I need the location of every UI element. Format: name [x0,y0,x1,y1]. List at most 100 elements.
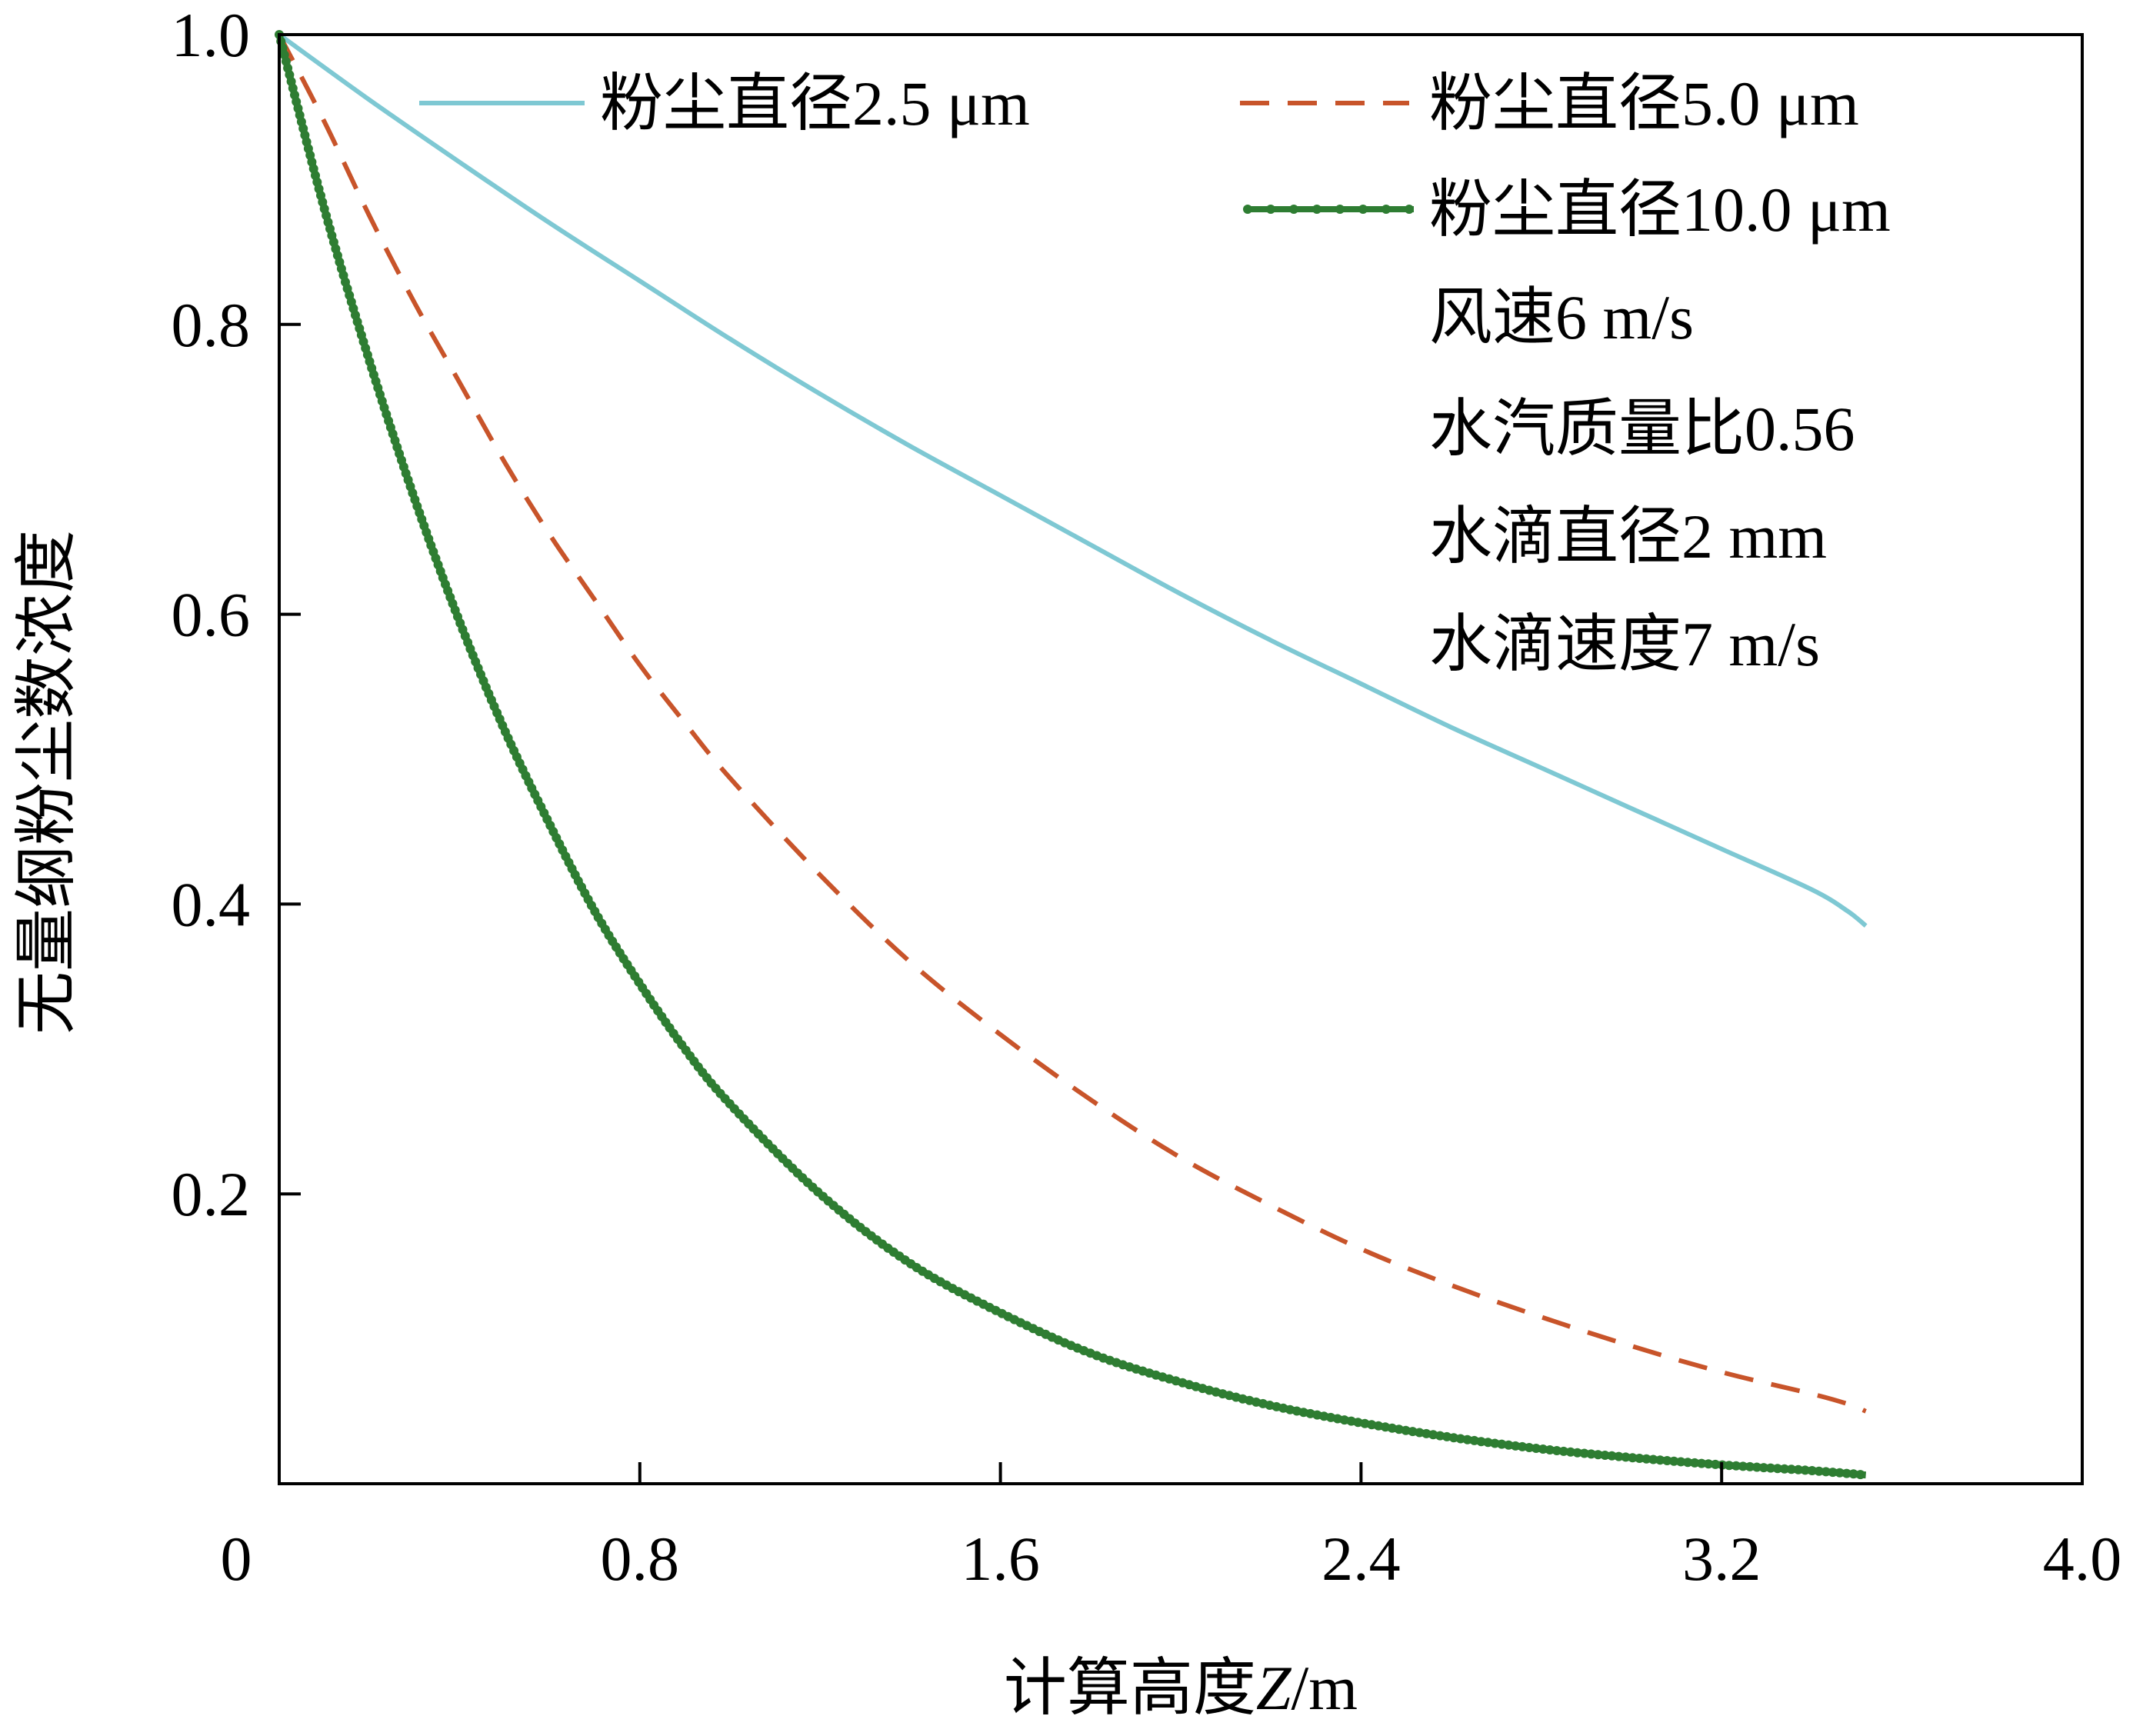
series-marker [1558,1446,1568,1456]
axis-ticks [279,322,1724,1484]
series-marker [1428,1430,1438,1440]
series-marker [1455,1434,1465,1444]
series-marker [1332,1414,1342,1424]
series-marker [1758,1463,1768,1473]
x-axis-label-prefix: 计算高度 [1004,1653,1256,1723]
series-marker [1435,1431,1445,1441]
series-marker [1738,1461,1748,1471]
series-marker [1538,1444,1548,1454]
series-marker [1442,1431,1451,1441]
x-axis-label: 计算高度Z/m [1004,1653,1358,1723]
condition-note: 水滴直径2 mm [1429,501,1827,571]
series-marker [1305,1408,1315,1418]
legend-marker [1266,205,1275,214]
series-marker [1745,1461,1755,1471]
series-marker [1607,1451,1617,1461]
legend-label-2: 粉尘直径5.0 μm [1429,68,1859,138]
series-marker [1711,1459,1721,1469]
legend-marker [1312,205,1321,214]
x-axis-label-var: Z [1256,1653,1292,1723]
series-marker [1662,1456,1672,1465]
x-tick-label: 1.6 [961,1524,1040,1594]
x-tick-label: 0.8 [601,1524,680,1594]
condition-note: 水汽质量比0.56 [1429,394,1855,464]
series-marker [1565,1447,1575,1457]
series-marker [1848,1469,1858,1479]
series-marker [1415,1428,1425,1438]
series-marker [1855,1470,1865,1480]
series-marker [1828,1468,1838,1478]
series-marker [1635,1454,1645,1463]
series-marker [1531,1444,1541,1453]
series-marker [1704,1459,1714,1469]
series-marker [1572,1448,1582,1458]
series-marker [1511,1441,1521,1451]
series-marker [1518,1441,1528,1451]
series-marker [1779,1464,1789,1474]
condition-notes: 风速6 m/s 水汽质量比0.56 水滴直径2 mm 水滴速度7 m/s [1429,282,1855,679]
x-tick-label: 0 [221,1524,252,1594]
legend-marker [1243,205,1252,214]
x-tick-label: 4.0 [2043,1524,2122,1594]
condition-note: 水滴速度7 m/s [1429,609,1820,679]
series-marker [1752,1462,1761,1472]
series-marker [1793,1464,1803,1474]
series-marker [1628,1453,1638,1463]
axis-tick-labels: 0 0.8 1.6 2.4 3.2 4.0 0.2 0.4 0.6 0.8 1.0 [172,0,2122,1594]
series-marker [1579,1448,1589,1458]
series-marker [1725,1461,1734,1471]
legend-marker [1405,205,1414,214]
legend-marker [1335,205,1345,214]
series-marker [1621,1452,1631,1462]
series-marker [1504,1440,1514,1450]
series-line-1 [278,32,1868,928]
series-marker [1476,1437,1486,1447]
series-marker [1353,1418,1363,1428]
y-axis-label: 无量纲粉尘数浓度 [12,530,82,1035]
series-marker [1772,1464,1782,1474]
series-marker [1731,1461,1741,1471]
series-marker [1835,1468,1845,1478]
series-marker [1786,1464,1796,1474]
series-marker [1408,1427,1418,1437]
series-marker [1551,1446,1561,1455]
y-tick-label: 0.4 [172,869,251,939]
series-marker [1525,1443,1535,1452]
series-marker [1655,1455,1665,1465]
plot-frame [278,33,2084,1485]
legend-marker [1289,205,1298,214]
x-tick-label: 2.4 [1321,1524,1401,1594]
x-tick-label: 3.2 [1682,1524,1761,1594]
series-marker [1600,1451,1610,1460]
series-marker [1765,1463,1775,1473]
legend-marker [1381,205,1391,214]
series-marker [1821,1467,1831,1477]
series-marker [1676,1457,1686,1467]
series-marker [1374,1421,1384,1431]
legend: 粉尘直径2.5 μm 粉尘直径5.0 μm 粉尘直径10.0 μm [419,68,1891,245]
series-marker [1800,1465,1810,1475]
series-marker [1648,1454,1658,1464]
series-line-2 [277,33,1867,1414]
y-tick-label: 0.6 [172,580,251,650]
y-tick-label: 1.0 [172,0,251,70]
series-marker [1469,1435,1479,1445]
series-marker [1387,1423,1397,1433]
series-marker [1586,1449,1596,1459]
plot-curves [275,30,1868,1480]
series-marker [1697,1458,1707,1468]
legend-label-3: 粉尘直径10.0 μm [1429,175,1891,245]
series-marker [1545,1445,1555,1454]
series-marker [1339,1415,1349,1425]
y-tick-label: 0.2 [172,1159,251,1229]
legend-marker [1358,205,1368,214]
series-marker [1814,1466,1824,1476]
series-marker [1401,1425,1411,1435]
series-marker [1483,1438,1493,1448]
condition-note: 风速6 m/s [1429,282,1694,352]
series-marker [1807,1466,1817,1475]
series-marker [1614,1451,1624,1461]
legend-label-1: 粉尘直径2.5 μm [600,68,1030,138]
series-marker [1381,1422,1390,1432]
